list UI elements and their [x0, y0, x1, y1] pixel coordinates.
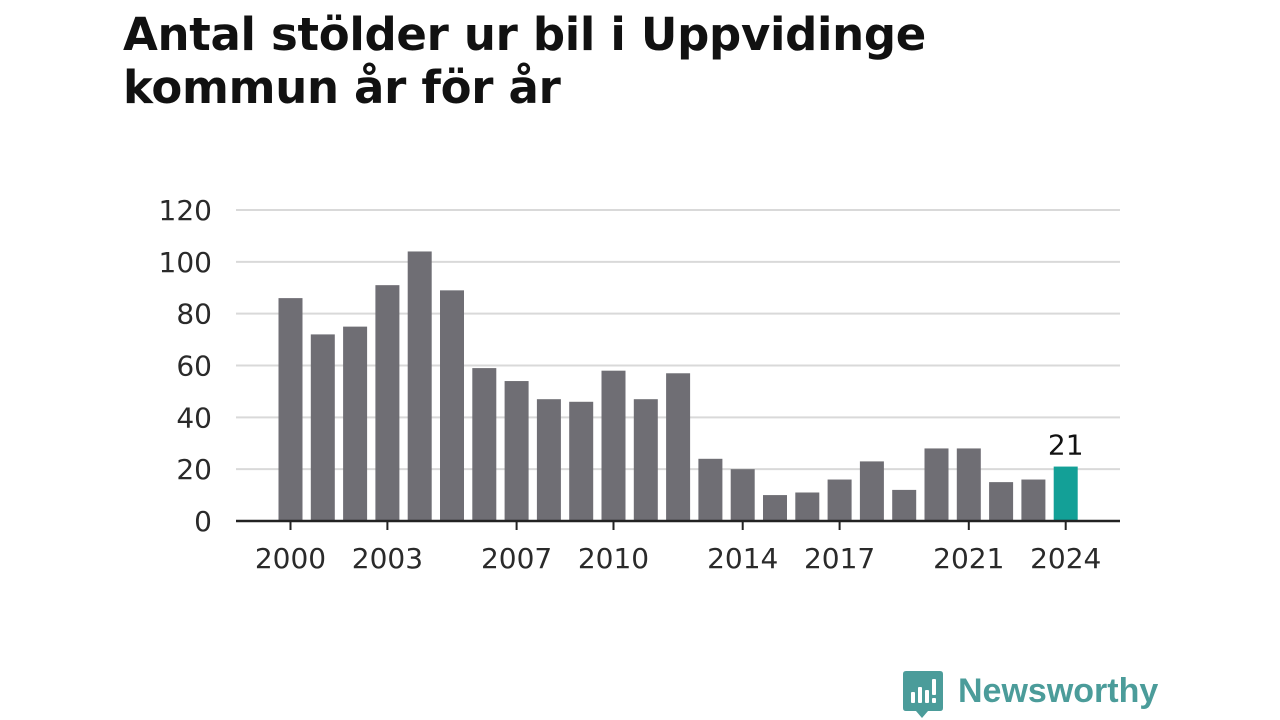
bar-2021	[956, 448, 981, 521]
x-tick-label: 2021	[933, 542, 1004, 575]
newsworthy-logo-icon	[903, 671, 943, 718]
y-tick-label: 20	[176, 453, 212, 486]
x-tick-label: 2014	[707, 542, 778, 575]
bar-2007	[504, 381, 529, 521]
bar-2005	[440, 290, 464, 521]
y-tick-label: 0	[194, 505, 212, 538]
bar-2010	[601, 370, 626, 521]
chart-title: Antal stölder ur bil i Uppvidinge kommun…	[123, 8, 927, 114]
bar-2022	[989, 482, 1014, 521]
bar-2016	[795, 492, 820, 521]
x-axis-tick-labels: 2000 2003 2007 2010 2014 2017 2021 2024	[255, 542, 1101, 575]
bar-2004	[407, 251, 432, 521]
y-tick-label: 100	[159, 246, 212, 279]
bar-2002	[343, 326, 368, 521]
bar-2011	[633, 399, 658, 521]
x-axis	[236, 519, 1120, 530]
brand-logo: Newsworthy	[902, 670, 1158, 720]
bar-2001	[310, 334, 335, 521]
bar-2000	[278, 298, 303, 521]
x-tick-label: 2007	[481, 542, 552, 575]
x-tick-label: 2017	[804, 542, 875, 575]
bar-2024	[1053, 466, 1078, 521]
bar-2019	[892, 489, 917, 521]
bar-2020	[924, 448, 949, 521]
x-tick-label: 2024	[1030, 542, 1101, 575]
bar-2003	[375, 285, 400, 521]
x-tick-label: 2000	[255, 542, 326, 575]
bar-2009	[569, 401, 594, 521]
bar-2015	[763, 495, 787, 521]
bar-2023	[1021, 479, 1046, 521]
y-tick-label: 60	[176, 350, 212, 383]
bar-2014	[730, 469, 755, 521]
y-tick-label: 80	[176, 298, 212, 331]
y-axis-tick-labels: 0 20 40 60 80 100 120	[159, 194, 212, 538]
x-tick-label: 2010	[578, 542, 649, 575]
bars	[278, 251, 1078, 521]
highlight-value-label: 21	[1048, 429, 1084, 462]
bar-2018	[859, 461, 884, 521]
bar-2013	[698, 458, 723, 521]
brand-name: Newsworthy	[958, 672, 1159, 710]
bar-2012	[666, 373, 691, 521]
y-tick-label: 120	[159, 194, 212, 227]
bar-2008	[536, 399, 561, 521]
bar-2017	[827, 479, 852, 521]
bar-2006	[472, 368, 497, 521]
y-tick-label: 40	[176, 401, 212, 434]
data-labels: 21	[1048, 429, 1084, 462]
x-tick-label: 2003	[352, 542, 423, 575]
